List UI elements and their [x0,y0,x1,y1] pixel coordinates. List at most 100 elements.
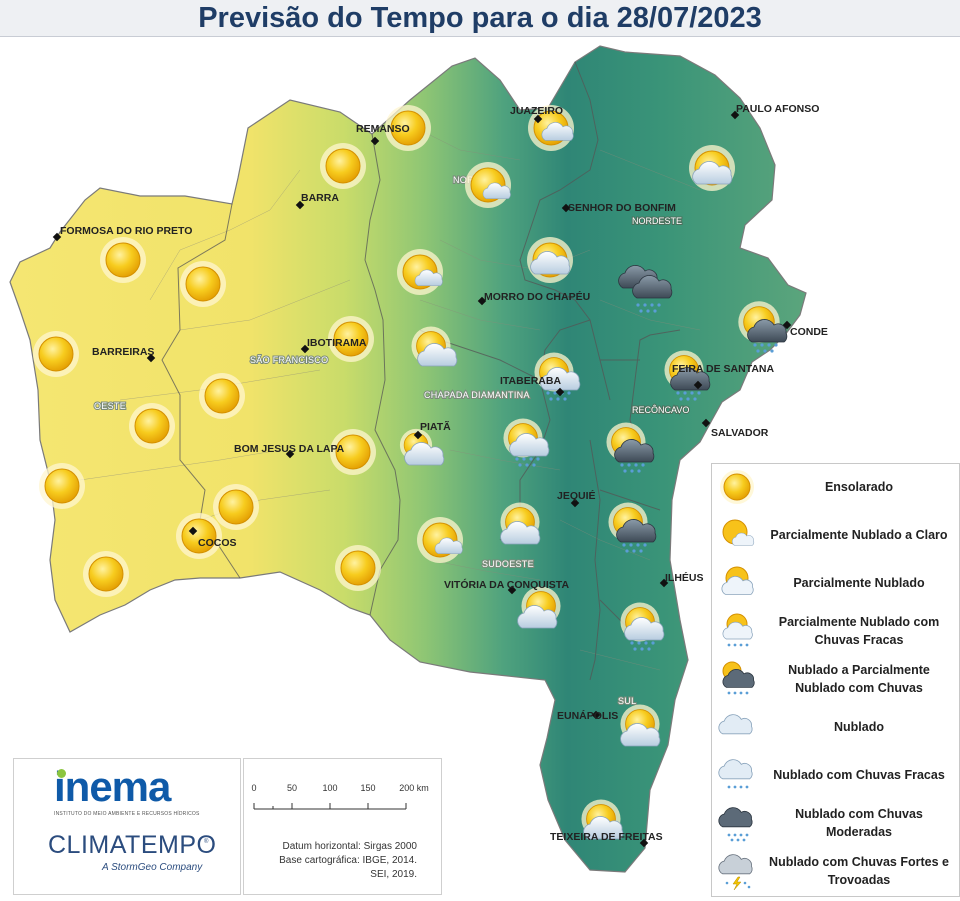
forecast-icon [500,502,541,545]
scale-tick-label: 50 [287,783,297,793]
city-label-remanso: REMANSO [356,123,410,135]
forecast-icon [198,372,246,420]
legend-label: Nublado [834,720,884,734]
city-marker-teixeira-de-freitas [639,838,649,848]
city-label-cocos: COCOS [198,537,237,549]
forecast-icon [32,330,80,378]
city-label-feira-de-santana: FEIRA DE SANTANA [672,363,775,375]
storm-cloud-lightning-icon [718,854,753,891]
forecast-icon [396,248,444,296]
cloud-icon [718,714,753,735]
city-marker-barreiras [146,353,156,363]
title-bar: Previsão do Tempo para o dia 28/07/2023 [0,0,960,37]
city-label-jequie: JEQUIÉ [557,489,596,502]
legend-label: Ensolarado [824,480,894,494]
city-label-salvador: SALVADOR [711,427,769,439]
legend-row-nublado-a-parcialmente-nublado-chuvas: Nublado a Parcialmente Nublado com Chuva… [712,656,959,702]
datum-line: Base cartográfica: IBGE, 2014. [279,855,417,866]
sun-cloud-light-rain-icon [722,613,753,647]
sun-cloud-icon [721,566,754,595]
legend-row-ensolarado: Ensolarado [712,464,959,510]
city-marker-piata [413,430,423,440]
legend-row-nublado-chuvas-fortes-trovoadas: Nublado com Chuvas Fortes e Trovoadas [712,848,959,894]
scale-tick-label: 0 [251,783,256,793]
legend-row-parcialmente-nublado-chuvas-fracas: Parcialmente Nublado com Chuvas Fracas [712,608,959,654]
city-label-itaberaba: ITABERABA [500,375,561,387]
legend-label: Nublado a Parcialmente Nublado com Chuva… [788,663,930,695]
legend-label: Parcialmente Nublado a Claro [770,528,948,542]
region-label-sudoeste: SUDOESTE [482,559,534,569]
forecast-icon [688,144,736,192]
city-marker-feira-de-santana [693,380,703,390]
city-label-formosa-do-rio-preto: FORMOSA DO RIO PRETO [60,225,192,237]
forecast-icon [99,236,147,284]
inema-logo: inema [54,763,171,810]
city-marker-remanso [370,136,380,146]
forecast-icon [212,483,260,531]
region-label-oeste: OESTE [94,401,126,411]
cloud-light-rain-icon [718,759,753,789]
dark-cloud-rain-icon [718,807,753,842]
sun-dark-cloud-rain-icon [722,661,755,695]
city-marker-jequie [570,498,580,508]
municipality-borders [79,129,701,671]
bahia-forecast-map: NORTE NORDESTE SÃO FRANCISCO CHAPADA DIA… [9,45,828,873]
legend-label: Nublado com Chuvas Fortes e Trovoadas [769,855,949,887]
region-label-nordeste: NORDESTE [632,216,682,226]
city-label-barreiras: BARREIRAS [92,346,154,358]
city-marker-itaberaba [555,387,565,397]
scale-tick-label: 100 [322,783,337,793]
legend-label: Parcialmente Nublado [793,576,925,590]
page-title: Previsão do Tempo para o dia 28/07/2023 [198,2,762,34]
city-label-ilheus: ILHÉUS [665,571,704,584]
region-label-chapada-diamantina: CHAPADA DIAMANTINA [424,390,530,400]
forecast-icon [128,402,176,450]
datum-line: Datum horizontal: Sirgas 2000 [282,841,417,852]
city-label-senhor-do-bonfim: SENHOR DO BONFIM [568,202,676,214]
city-label-piata: PIATÃ [420,420,451,433]
sun-small-cloud-icon [722,519,755,546]
forecast-icon [179,260,227,308]
legend-row-nublado-chuvas-fracas: Nublado com Chuvas Fracas [712,752,959,798]
forecast-icon [319,142,367,190]
inema-subtitle: INSTITUTO DO MEIO AMBIENTE E RECURSOS HÍ… [54,811,200,817]
weather-legend: Ensolarado Parcialmente Nublado a Claro … [711,463,960,897]
climatempo-subtitle: A StormGeo Company [102,862,203,873]
legend-label: Nublado com Chuvas Moderadas [795,807,923,839]
forecast-icon [82,550,130,598]
legend-row-parcialmente-nublado-a-claro: Parcialmente Nublado a Claro [712,512,959,558]
city-marker-vitoria-da-conquista [507,585,517,595]
sun-icon [720,470,754,504]
legend-label: Parcialmente Nublado com Chuvas Fracas [778,615,940,647]
forecast-icon [620,704,661,747]
city-label-bom-jesus-da-lapa: BOM JESUS DA LAPA [234,443,345,455]
forecast-icon [334,544,382,592]
city-label-morro-do-chapeu: MORRO DO CHAPÉU [484,290,590,303]
inema-logo-dot [57,769,66,778]
scale-bar: 0 50 100 150 200 km [251,783,429,810]
legend-row-parcialmente-nublado: Parcialmente Nublado [712,560,959,606]
region-label-sul: SUL [618,696,636,706]
city-marker-salvador [701,418,711,428]
forecast-icon [175,512,223,560]
legend-row-nublado: Nublado [712,704,959,750]
city-label-barra: BARRA [301,192,339,204]
city-marker-bom-jesus-da-lapa [285,449,295,459]
city-marker-formosa-do-rio-preto [52,232,62,242]
region-label-sao-francisco: SÃO FRANCISCO [250,355,328,365]
legend-label: Nublado com Chuvas Fracas [773,768,945,782]
climatempo-logo: CLIMATEMPO [48,831,217,859]
scale-tick-label: 150 [360,783,375,793]
city-marker-conde [782,320,792,330]
city-label-ibotirama: IBOTIRAMA [307,337,367,349]
logo-box: inema INSTITUTO DO MEIO AMBIENTE E RECUR… [13,758,241,895]
city-label-conde: CONDE [790,326,828,338]
datum-line: SEI, 2019. [370,869,417,880]
forecast-icon [526,236,574,284]
scale-box: 0 50 100 150 200 km Datum horizontal: Si… [243,758,442,895]
city-label-paulo-afonso: PAULO AFONSO [736,103,819,115]
city-marker-barra [295,200,305,210]
climatempo-trademark-icon: ® [204,839,209,845]
city-label-juazeiro: JUAZEIRO [510,105,563,117]
city-label-teixeira-de-freitas: TEIXEIRA DE FREITAS [550,831,663,843]
